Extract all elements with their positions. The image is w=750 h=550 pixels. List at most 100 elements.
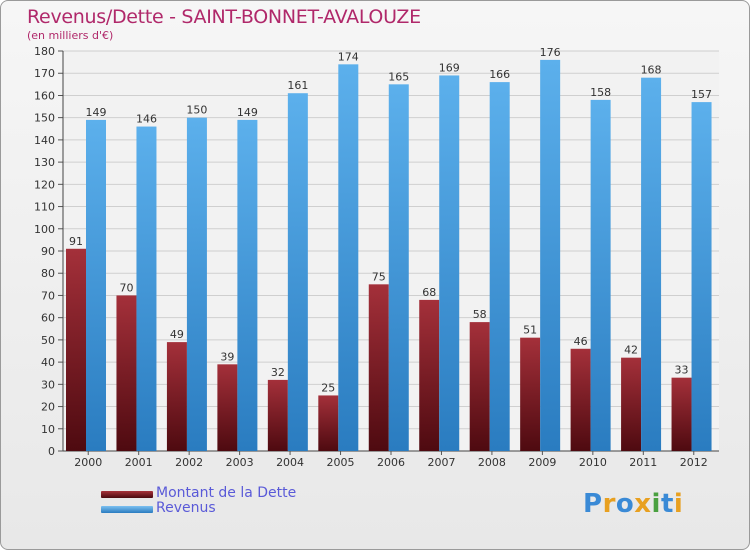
bar-dette — [217, 364, 238, 451]
y-tick-label: 10 — [41, 423, 55, 436]
y-tick-label: 20 — [41, 401, 55, 414]
y-tick-label: 110 — [34, 201, 55, 214]
x-tick-label: 2007 — [427, 456, 455, 469]
x-tick-label: 2004 — [276, 456, 304, 469]
bar-revenus — [489, 82, 510, 451]
bar-revenus — [136, 126, 157, 452]
bar-dette — [368, 284, 389, 451]
data-label-dette: 58 — [473, 308, 487, 321]
bar-dette — [671, 377, 692, 451]
legend-label-dette: Montant de la Dette — [156, 485, 297, 501]
data-label-dette: 70 — [119, 281, 133, 294]
x-tick-label: 2006 — [377, 456, 405, 469]
y-tick-label: 130 — [34, 156, 55, 169]
data-label-revenus: 149 — [237, 106, 258, 119]
bar-revenus — [86, 119, 106, 451]
data-label-revenus: 150 — [186, 104, 207, 117]
y-tick-label: 140 — [34, 134, 55, 147]
bar-dette — [469, 322, 490, 451]
x-tick-label: 2001 — [125, 456, 153, 469]
proxiti-logo: Proxiti — [583, 489, 683, 519]
bar-revenus — [590, 99, 611, 451]
bar-revenus — [338, 64, 359, 452]
data-label-revenus: 168 — [641, 64, 662, 77]
x-tick-label: 2012 — [680, 456, 708, 469]
y-tick-label: 100 — [34, 223, 55, 236]
bar-revenus — [540, 59, 561, 452]
data-label-revenus: 157 — [691, 88, 712, 101]
bar-dette — [621, 357, 642, 451]
y-tick-label: 90 — [41, 245, 55, 258]
y-tick-label: 120 — [34, 178, 55, 191]
logo-letter: x — [634, 489, 652, 519]
logo-letter: r — [602, 489, 616, 519]
y-tick-label: 160 — [34, 89, 55, 102]
chart-title: Revenus/Dette - SAINT-BONNET-AVALOUZE — [27, 6, 421, 28]
x-tick-label: 2011 — [629, 456, 657, 469]
chart-subtitle: (en milliers d'€) — [27, 29, 114, 42]
bar-dette — [166, 342, 187, 451]
legend-swatch-dette — [101, 491, 153, 498]
y-tick-label: 50 — [41, 334, 55, 347]
x-tick-label: 2009 — [528, 456, 556, 469]
bar-dette — [318, 395, 339, 451]
data-label-dette: 49 — [170, 328, 184, 341]
data-label-dette: 91 — [69, 235, 83, 248]
logo-letter: o — [615, 489, 635, 519]
y-tick-label: 60 — [41, 312, 55, 325]
bar-revenus — [439, 75, 460, 451]
x-tick-label: 2005 — [327, 456, 355, 469]
data-label-dette: 32 — [271, 366, 285, 379]
logo-letter: i — [651, 489, 661, 519]
data-label-revenus: 166 — [489, 68, 510, 81]
bar-dette — [116, 295, 137, 451]
y-tick-label: 0 — [48, 445, 55, 458]
data-label-dette: 51 — [523, 324, 537, 337]
y-tick-label: 70 — [41, 289, 55, 302]
bar-dette — [267, 379, 288, 451]
data-label-revenus: 158 — [590, 86, 611, 99]
logo-letter: P — [583, 489, 603, 519]
bar-revenus — [287, 93, 308, 451]
data-label-dette: 33 — [675, 364, 689, 377]
data-label-revenus: 149 — [86, 106, 107, 119]
data-label-revenus: 169 — [439, 61, 460, 74]
y-tick-label: 30 — [41, 378, 55, 391]
y-tick-label: 150 — [34, 112, 55, 125]
data-label-dette: 68 — [422, 286, 436, 299]
data-label-dette: 39 — [220, 350, 234, 363]
x-tick-label: 2002 — [175, 456, 203, 469]
data-label-dette: 25 — [321, 381, 335, 394]
logo-letter: i — [673, 489, 684, 519]
data-label-dette: 75 — [372, 270, 386, 283]
x-tick-label: 2000 — [74, 456, 102, 469]
bar-revenus — [388, 84, 409, 451]
logo-letter: t — [660, 489, 674, 519]
data-label-revenus: 165 — [388, 70, 409, 83]
bar-revenus — [691, 102, 712, 451]
x-tick-label: 2003 — [226, 456, 254, 469]
bar-revenus — [237, 119, 258, 451]
x-tick-label: 2010 — [579, 456, 607, 469]
bar-revenus — [186, 117, 207, 452]
bar-dette — [419, 299, 440, 451]
y-tick-label: 80 — [41, 267, 55, 280]
data-label-revenus: 146 — [136, 113, 157, 126]
data-label-revenus: 161 — [287, 79, 308, 92]
data-label-revenus: 174 — [338, 50, 359, 63]
data-label-dette: 42 — [624, 344, 638, 357]
data-label-dette: 46 — [574, 335, 588, 348]
bar-dette — [66, 248, 86, 451]
y-tick-label: 40 — [41, 356, 55, 369]
y-tick-label: 180 — [34, 45, 55, 58]
bar-dette — [570, 348, 591, 451]
legend-label-revenus: Revenus — [156, 500, 216, 516]
y-tick-label: 170 — [34, 67, 55, 80]
legend-swatch-revenus — [101, 506, 153, 513]
bar-dette — [520, 337, 541, 451]
bar-revenus — [641, 77, 662, 452]
x-tick-label: 2008 — [478, 456, 506, 469]
data-label-revenus: 176 — [540, 46, 561, 59]
